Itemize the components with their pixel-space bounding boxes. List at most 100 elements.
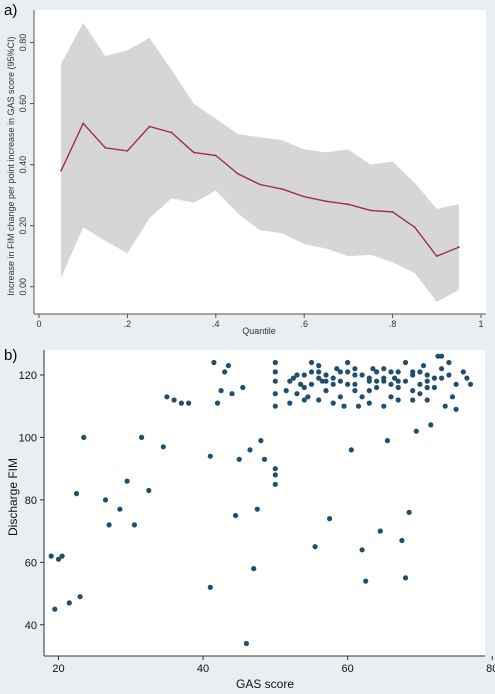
scatter-point (431, 375, 437, 381)
scatter-point (366, 388, 372, 394)
panel-a-axes: 0 .2 .4 .6 .8 1 0.00 0.20 0.40 0.60 0.80 (18, 10, 486, 329)
scatter-points (48, 353, 474, 647)
scatter-point (272, 403, 278, 409)
panel-a: a) 0 .2 .4 .6 .8 1 0.00 0.20 0.40 0.60 0.80 Quanti… (0, 0, 495, 342)
estimate-point (126, 149, 129, 152)
scatter-point (424, 384, 430, 391)
scatter-point (323, 388, 329, 394)
scatter-point (48, 553, 54, 559)
scatter-point (77, 594, 83, 600)
scatter-point (413, 428, 419, 434)
scatter-point (139, 434, 145, 440)
scatter-point (348, 447, 354, 453)
panel-b-y-tick-label: 60 (25, 557, 37, 569)
scatter-point (52, 606, 58, 612)
scatter-point (337, 378, 343, 384)
panel-b-x-tick-label: 20 (52, 663, 64, 675)
scatter-point (247, 447, 253, 453)
panel-a-y-axis-title: Increase in FIM change per point increas… (6, 36, 16, 295)
scatter-point (374, 384, 380, 391)
scatter-point (467, 381, 474, 387)
panel-a-x-tick-label: .2 (124, 319, 132, 329)
scatter-point (370, 366, 376, 372)
scatter-point (243, 640, 249, 647)
scatter-point (124, 478, 130, 484)
estimate-point (369, 209, 372, 212)
scatter-point (301, 372, 307, 378)
estimate-point (303, 195, 306, 198)
panel-a-y-tick-label: 0.00 (18, 278, 28, 296)
scatter-point (417, 381, 423, 387)
scatter-point (323, 372, 329, 378)
estimate-point (458, 246, 460, 248)
panel-b-label: b) (4, 347, 17, 364)
panel-a-label: a) (4, 2, 17, 19)
scatter-point (308, 381, 315, 387)
estimate-point (325, 200, 328, 203)
scatter-point (402, 359, 409, 366)
scatter-point (399, 537, 405, 544)
scatter-point (406, 509, 412, 515)
scatter-point (294, 372, 300, 378)
scatter-point (81, 434, 87, 440)
panel-b-y-tick-label: 80 (25, 495, 37, 507)
scatter-point (388, 381, 394, 387)
scatter-point (146, 487, 152, 494)
scatter-point (424, 372, 430, 378)
scatter-point (345, 369, 351, 375)
scatter-point (424, 397, 430, 403)
scatter-point (251, 566, 257, 572)
scatter-point (453, 406, 459, 412)
scatter-point (449, 394, 456, 400)
scatter-point (359, 372, 365, 378)
scatter-point (359, 547, 365, 553)
scatter-point (420, 363, 427, 369)
scatter-point (327, 516, 333, 522)
scatter-point (337, 394, 343, 400)
scatter-point (355, 403, 362, 409)
scatter-point (402, 575, 409, 581)
scatter-point (446, 359, 452, 366)
scatter-point (366, 400, 372, 406)
scatter-point (308, 369, 315, 375)
scatter-point (395, 397, 401, 403)
panel-a-x-tick-label: 1 (478, 319, 483, 329)
scatter-point (435, 353, 441, 359)
scatter-point (417, 391, 423, 397)
estimate-point (82, 122, 85, 125)
scatter-point (160, 444, 166, 450)
panel-b: b) 20 40 60 80 40 60 80 100 120 GAS score Discha… (0, 342, 495, 694)
scatter-point (377, 528, 383, 534)
estimate-point (347, 203, 350, 206)
panel-a-x-axis-title: Quantile (242, 326, 276, 336)
panel-b-y-tick-label: 100 (19, 432, 37, 444)
panel-a-y-tick-label: 0.40 (18, 156, 28, 174)
scatter-point (287, 378, 293, 384)
scatter-point (298, 381, 304, 387)
scatter-point (366, 375, 372, 381)
scatter-point (337, 369, 343, 375)
scatter-point (301, 384, 307, 391)
scatter-point (352, 366, 358, 372)
scatter-point (330, 375, 336, 381)
panel-a-x-tick-label: .6 (300, 319, 308, 329)
estimate-point (60, 169, 62, 172)
scatter-point (225, 363, 231, 369)
scatter-point (410, 388, 416, 394)
scatter-point (341, 403, 347, 409)
panel-b-y-tick-label: 40 (25, 620, 37, 632)
scatter-point (272, 378, 278, 384)
scatter-point (439, 366, 445, 372)
estimate-line (60, 122, 460, 258)
scatter-point (392, 375, 398, 381)
scatter-point (290, 375, 296, 381)
scatter-point (55, 556, 62, 562)
scatter-point (117, 506, 123, 512)
scatter-point (384, 438, 390, 444)
scatter-point (178, 400, 184, 406)
scatter-point (272, 391, 278, 397)
scatter-point (334, 366, 340, 372)
scatter-point (395, 369, 401, 375)
scatter-point (258, 438, 264, 444)
scatter-point (395, 378, 401, 384)
